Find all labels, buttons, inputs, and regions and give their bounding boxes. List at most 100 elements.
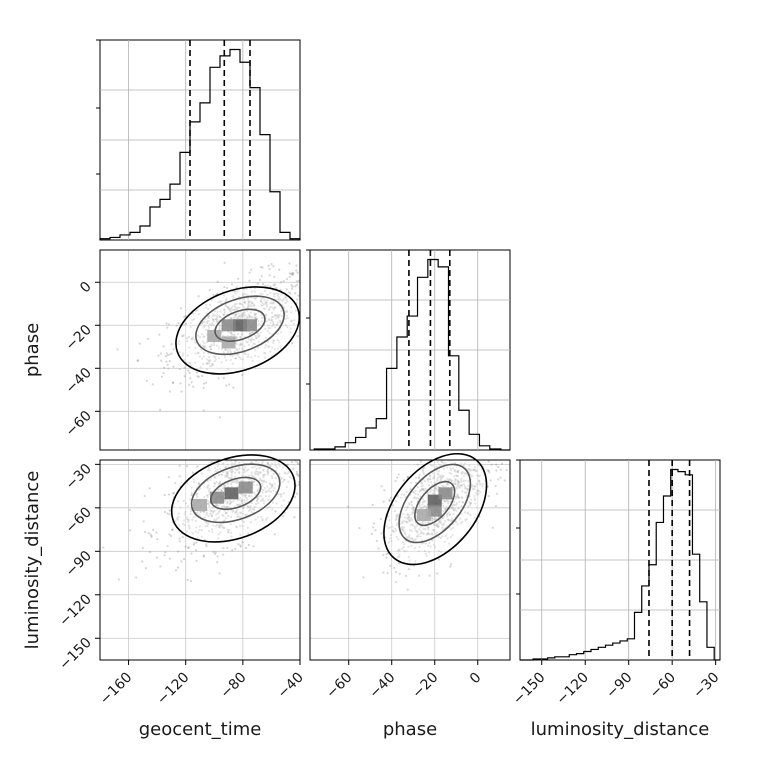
sample-point: [270, 318, 274, 322]
sample-point: [250, 471, 253, 474]
sample-point: [241, 342, 244, 346]
sample-point: [188, 527, 191, 530]
sample-point: [251, 475, 254, 478]
sample-point: [293, 495, 297, 499]
sample-point: [233, 305, 236, 308]
sample-point: [230, 501, 233, 504]
sample-point: [185, 322, 188, 325]
sample-point: [249, 300, 252, 303]
sample-point: [291, 342, 294, 345]
sample-point: [205, 521, 208, 524]
sample-point: [422, 487, 425, 491]
sample-point: [246, 526, 250, 530]
sample-point: [276, 297, 279, 301]
sample-point: [226, 306, 229, 310]
sample-point: [497, 478, 500, 481]
sample-point: [372, 526, 375, 529]
sample-point: [247, 505, 250, 509]
sample-point: [177, 321, 180, 325]
sample-point: [183, 358, 186, 362]
sample-point: [235, 481, 239, 485]
sample-point: [431, 533, 434, 536]
sample-point: [405, 508, 408, 512]
sample-point: [455, 474, 458, 477]
sample-point: [257, 473, 260, 476]
sample-point: [217, 516, 220, 519]
sample-point: [240, 314, 244, 318]
sample-point: [415, 530, 418, 533]
sample-point: [235, 525, 238, 528]
sample-point: [254, 315, 257, 319]
sample-point: [233, 290, 236, 293]
sample-point: [187, 519, 190, 522]
sample-point: [237, 466, 241, 469]
sample-point: [190, 486, 193, 489]
sample-point: [214, 551, 217, 554]
sample-point: [212, 318, 215, 321]
sample-point: [503, 479, 506, 482]
sample-point: [207, 489, 211, 492]
sample-point: [218, 315, 221, 318]
sample-point: [479, 491, 482, 494]
sample-point: [165, 322, 168, 325]
sample-point: [203, 324, 206, 327]
sample-point: [264, 480, 268, 484]
sample-point: [222, 526, 225, 530]
sample-point: [206, 499, 210, 503]
sample-point: [217, 346, 220, 349]
sample-point: [273, 306, 276, 309]
sample-point: [226, 471, 229, 474]
sample-point: [192, 480, 195, 484]
sample-point: [172, 381, 175, 384]
sample-point: [269, 321, 272, 324]
sample-point: [227, 305, 230, 308]
sample-point: [422, 488, 425, 491]
sample-point: [292, 467, 295, 470]
sample-point: [238, 355, 241, 359]
sample-point: [246, 505, 250, 508]
sample-point: [488, 471, 491, 474]
sample-point: [208, 492, 211, 496]
sample-point: [260, 304, 263, 307]
density-cell: [210, 491, 225, 504]
sample-point: [210, 364, 214, 367]
x-tick-label: −30: [690, 670, 722, 702]
sample-point: [236, 316, 239, 320]
sample-point: [248, 315, 252, 318]
sample-point: [248, 332, 251, 336]
sample-point: [200, 348, 203, 351]
sample-point: [198, 513, 201, 516]
sample-point: [267, 464, 270, 467]
sample-point: [195, 526, 198, 529]
sample-point: [220, 523, 223, 526]
sample-point: [402, 479, 405, 482]
sample-point: [254, 297, 257, 301]
sample-point: [224, 304, 227, 308]
sample-point: [286, 472, 289, 475]
sample-point: [174, 481, 177, 485]
sample-point: [234, 356, 237, 360]
sample-point: [241, 313, 244, 316]
sample-point: [221, 330, 224, 334]
sample-point: [456, 484, 459, 487]
sample-point: [420, 506, 423, 509]
sample-point: [257, 501, 260, 504]
sample-point: [178, 367, 181, 371]
sample-point: [129, 529, 132, 532]
sample-point: [474, 502, 477, 505]
sample-point: [230, 464, 233, 467]
sample-point: [208, 487, 211, 490]
sample-point: [255, 499, 258, 503]
sample-point: [207, 484, 210, 487]
sample-point: [207, 307, 210, 310]
sample-point: [226, 546, 229, 550]
sample-point: [421, 488, 424, 491]
x-tick-label: −90: [603, 670, 635, 702]
sample-point: [420, 485, 423, 488]
sample-point: [274, 314, 277, 318]
sample-point: [224, 466, 227, 469]
sample-point: [251, 508, 255, 511]
sample-point: [230, 485, 233, 488]
sample-point: [267, 264, 270, 267]
sample-point: [222, 313, 225, 316]
